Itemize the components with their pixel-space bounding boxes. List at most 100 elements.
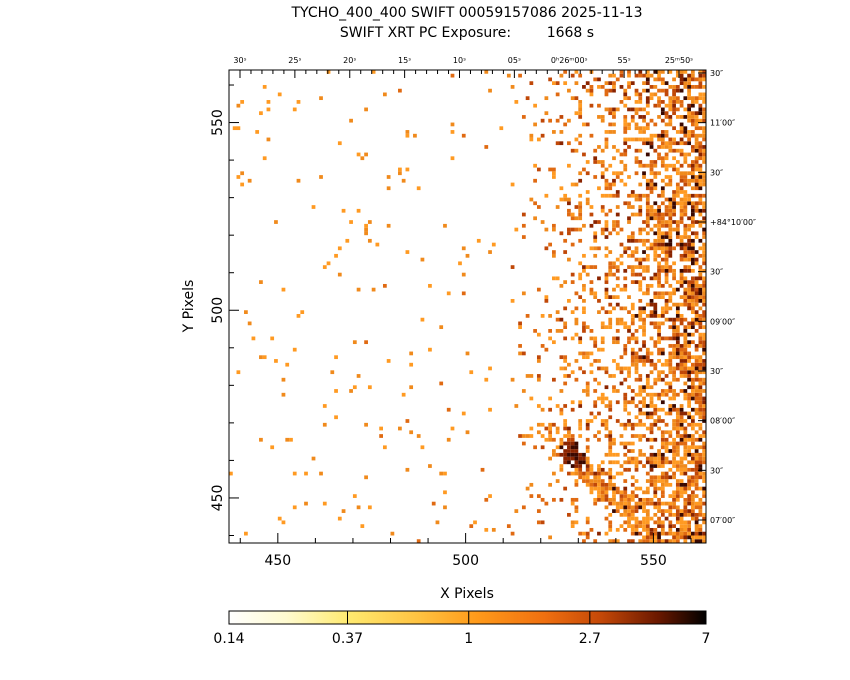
count-pixel: [660, 190, 665, 194]
count-pixel: [653, 411, 658, 416]
count-pixel: [548, 336, 553, 341]
count-pixel: [702, 531, 706, 536]
count-pixel: [615, 220, 620, 224]
count-pixel: [657, 103, 661, 108]
count-pixel: [683, 96, 688, 101]
dec-tick-label: 30″: [710, 69, 723, 78]
count-pixel: [675, 419, 680, 423]
dec-tick-label: 07′00″: [710, 516, 735, 525]
count-pixel: [608, 374, 613, 378]
count-pixel: [668, 96, 673, 101]
count-pixel: [559, 437, 564, 442]
count-pixel: [649, 415, 654, 420]
count-pixel: [649, 145, 654, 149]
count-pixel: [672, 205, 676, 209]
count-pixel: [600, 460, 605, 465]
count-pixel: [645, 287, 650, 292]
count-pixel: [645, 527, 650, 532]
count-pixel: [649, 73, 654, 78]
count-pixel: [604, 505, 609, 510]
count-pixel: [660, 231, 665, 236]
count-pixel: [698, 359, 703, 363]
count-pixel: [694, 122, 699, 127]
count-pixel: [604, 223, 609, 228]
count-pixel: [296, 178, 301, 183]
count-pixel: [563, 280, 568, 284]
count-pixel: [694, 126, 699, 131]
count-pixel: [672, 460, 676, 465]
count-pixel: [585, 456, 590, 461]
count-pixel: [702, 400, 706, 405]
count-pixel: [630, 205, 635, 209]
count-pixel: [559, 355, 564, 360]
count-pixel: [630, 347, 635, 352]
count-pixel: [570, 456, 575, 461]
count-pixel: [679, 464, 684, 468]
count-pixel: [401, 392, 406, 397]
count-pixel: [634, 156, 639, 161]
count-pixel: [653, 321, 658, 326]
count-pixel: [668, 494, 673, 498]
x-axis-label: X Pixels: [440, 586, 494, 602]
count-pixel: [679, 437, 684, 442]
count-pixel: [675, 407, 680, 412]
count-pixel: [675, 539, 680, 543]
count-pixel: [570, 471, 575, 476]
count-pixel: [694, 531, 699, 536]
count-pixel: [552, 276, 556, 281]
count-pixel: [698, 283, 703, 288]
count-pixel: [653, 377, 658, 382]
count-pixel: [694, 321, 699, 326]
count-pixel: [660, 283, 665, 288]
count-pixel: [627, 70, 631, 74]
count-pixel: [259, 355, 263, 360]
count-pixel: [401, 178, 406, 183]
count-pixel: [638, 449, 643, 453]
count-pixel: [653, 392, 658, 397]
dec-tick-label: +84°10′00″: [710, 218, 756, 227]
count-pixel: [690, 253, 695, 258]
count-pixel: [604, 490, 609, 495]
count-pixel: [649, 456, 654, 461]
count-pixel: [582, 268, 586, 273]
count-pixel: [612, 340, 616, 345]
count-pixel: [555, 329, 560, 333]
count-pixel: [623, 479, 628, 483]
count-pixel: [687, 370, 691, 375]
count-pixel: [649, 370, 654, 375]
count-pixel: [660, 201, 665, 206]
count-pixel: [690, 494, 695, 498]
count-pixel: [582, 253, 586, 258]
count-pixel: [687, 467, 691, 472]
count-pixel: [529, 374, 534, 378]
count-pixel: [567, 201, 571, 206]
count-pixel: [672, 148, 676, 153]
count-pixel: [634, 314, 639, 318]
count-pixel: [698, 197, 703, 202]
count-pixel: [578, 456, 583, 461]
count-pixel: [604, 280, 609, 284]
count-pixel: [608, 475, 613, 480]
count-pixel: [570, 497, 575, 502]
count-pixel: [608, 415, 613, 420]
count-pixel: [645, 100, 650, 104]
count-pixel: [638, 261, 643, 266]
count-pixel: [630, 235, 635, 239]
count-pixel: [672, 512, 676, 517]
count-pixel: [649, 118, 654, 123]
count-pixel: [698, 321, 703, 326]
count-pixel: [687, 193, 691, 198]
count-pixel: [698, 81, 703, 86]
count-pixel: [634, 329, 639, 333]
count-pixel: [612, 374, 616, 378]
count-pixel: [690, 419, 695, 423]
count-pixel: [657, 283, 661, 288]
count-pixel: [604, 396, 609, 401]
count-pixel: [597, 471, 601, 476]
count-pixel: [672, 141, 676, 146]
count-pixel: [679, 456, 684, 461]
count-pixel: [668, 370, 673, 375]
count-pixel: [649, 422, 654, 427]
count-pixel: [623, 103, 628, 108]
count-pixel: [664, 246, 669, 251]
